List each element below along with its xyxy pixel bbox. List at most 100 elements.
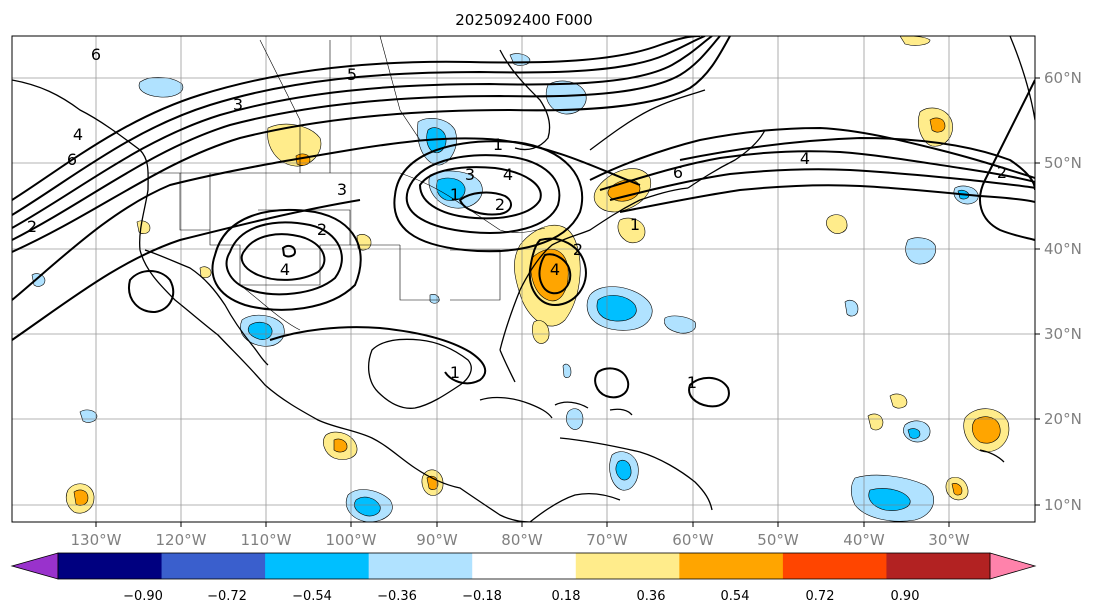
- lon-label: 80°W: [501, 531, 543, 549]
- colorbar-tick-label: −0.36: [377, 589, 417, 604]
- contours: [12, 36, 1035, 408]
- map-title: 2025092400 F000: [455, 11, 592, 29]
- colorbar-segment: [575, 553, 680, 579]
- coastline: [687, 129, 766, 189]
- contour-line: [458, 191, 512, 216]
- colorbar-tick-label: 0.72: [806, 589, 835, 604]
- contour-label: 3: [465, 165, 475, 184]
- lon-label: 60°W: [672, 531, 714, 549]
- contour-line: [599, 150, 1035, 191]
- island: [979, 449, 1005, 463]
- island: [609, 408, 633, 416]
- colorbar-extend-right: [989, 552, 1037, 580]
- gridlines: [12, 36, 1035, 522]
- colorbar-segment: [472, 553, 577, 579]
- contour-label: 3: [337, 180, 347, 199]
- contour-label: 4: [800, 149, 810, 168]
- contour-line: [393, 140, 584, 253]
- contour-line: [688, 376, 730, 408]
- contour-label: 2: [495, 195, 505, 214]
- contour-label: 3: [233, 95, 243, 114]
- coastline: [1009, 36, 1035, 121]
- border: [179, 173, 210, 231]
- island: [479, 396, 553, 419]
- border: [399, 245, 440, 301]
- colorbar-ticks: −0.90 −0.72 −0.54 −0.36 −0.18 0.18 0.36 …: [123, 589, 919, 604]
- lat-label: 40°N: [1044, 240, 1082, 258]
- lon-label: 30°W: [928, 531, 970, 549]
- cold-blob: [615, 459, 632, 481]
- contour-label: 1: [687, 373, 697, 392]
- contour-line: [12, 36, 721, 241]
- border: [259, 39, 301, 173]
- contour-line: [12, 36, 701, 201]
- contour-label: 2: [573, 240, 583, 259]
- colorbar-tick-label: 0.18: [552, 589, 581, 604]
- cold-blob: [905, 237, 936, 265]
- contour-label: 1: [493, 135, 503, 154]
- contour-label: 4: [503, 165, 513, 184]
- colorbar-tick-label: 0.90: [891, 589, 920, 604]
- contour-label: 4: [73, 125, 83, 144]
- colorbar-tick-label: −0.18: [462, 589, 502, 604]
- tick-marks: [95, 77, 1040, 527]
- contour-line: [128, 270, 175, 314]
- warm-blob: [73, 489, 89, 506]
- lon-label: 100°W: [326, 531, 377, 549]
- contour-label: 6: [67, 150, 77, 169]
- lat-label: 30°N: [1044, 325, 1082, 343]
- contour-label: 1: [450, 185, 460, 204]
- contour-line: [679, 136, 1035, 191]
- colorbar-segment: [368, 553, 473, 579]
- warm-blob: [867, 413, 884, 431]
- map-area: 6 5 3 4 6 2 1 1 3 4 3 2 4 4 2 1 6 4 2 1 …: [12, 36, 1035, 522]
- contour-line: [211, 208, 362, 311]
- contour-label: 1: [630, 215, 640, 234]
- border: [399, 172, 546, 233]
- colorbar-segment: [58, 553, 163, 579]
- colorbar-tick-label: −0.72: [207, 589, 247, 604]
- warm-blob: [951, 483, 963, 496]
- lat-label: 10°N: [1044, 496, 1082, 514]
- lon-label: 120°W: [156, 531, 207, 549]
- cold-blob: [31, 273, 46, 287]
- contour-line: [12, 199, 361, 341]
- lon-labels: 130°W 120°W 110°W 100°W 90°W 80°W 70°W 6…: [71, 531, 970, 549]
- contour-label: 6: [673, 163, 683, 182]
- colorbar: −0.90 −0.72 −0.54 −0.36 −0.18 0.18 0.36 …: [10, 552, 1037, 604]
- cold-blob: [138, 77, 184, 98]
- lat-labels: 60°N 50°N 40°N 30°N 20°N 10°N: [1044, 69, 1082, 514]
- warm-blob: [532, 320, 550, 344]
- contour-line: [979, 79, 1035, 241]
- lon-label: 70°W: [586, 531, 628, 549]
- colorbar-frame: [57, 552, 991, 580]
- colorbar-tick-label: 0.54: [721, 589, 750, 604]
- lon-label: 90°W: [416, 531, 458, 549]
- map-frame: [11, 35, 1036, 523]
- contour-label: 2: [997, 163, 1007, 182]
- cold-blob: [664, 315, 696, 334]
- coastline: [144, 249, 269, 366]
- contour-line: [225, 221, 343, 296]
- lon-label: 110°W: [241, 531, 292, 549]
- coastline: [499, 349, 516, 383]
- border: [379, 36, 421, 141]
- contour-line: [589, 126, 1035, 181]
- contour-label-group: 6 5 3 4 6 2 1 1 3 4 3 2 4 4 2 1 6 4 2 1 …: [27, 45, 1007, 392]
- colorbar-segment: [265, 553, 370, 579]
- warm-blob: [617, 217, 646, 244]
- contour-label: 5: [347, 65, 357, 84]
- contour-line: [269, 326, 487, 385]
- lat-label: 20°N: [1044, 410, 1082, 428]
- warm-blob: [826, 214, 848, 234]
- cold-blob: [844, 299, 859, 317]
- cold-blob: [354, 496, 381, 517]
- coastline: [367, 338, 472, 409]
- warm-blob: [889, 393, 908, 409]
- cold-blob: [79, 409, 98, 423]
- cold-blob: [907, 428, 921, 439]
- cold-blob: [545, 80, 587, 115]
- warm-blob: [971, 416, 1001, 444]
- contour-line: [619, 184, 1035, 213]
